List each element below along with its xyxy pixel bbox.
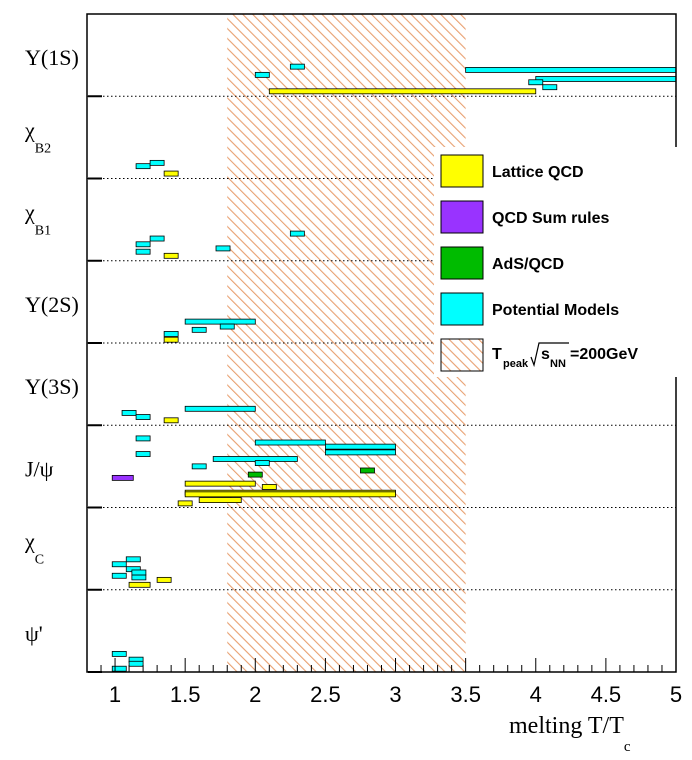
state-label-2: χB1 [24,200,51,239]
bar-potential-21 [121,410,137,416]
legend-swatch-lattice [440,154,484,188]
bar-lattice-9 [163,170,179,177]
bar-ads-35 [360,467,375,474]
bar-potential-3 [535,76,677,82]
bar-potential-5 [542,84,558,91]
bar-potential-13 [215,245,231,252]
x-tick-label: 4 [530,682,542,707]
bar-potential-25 [135,435,151,442]
bar-potential-46 [131,574,147,581]
state-label-main: J/ψ [25,456,54,481]
x-tick-label: 4.5 [591,682,622,707]
bar-potential-4 [528,79,544,86]
state-label-main: χ [24,200,35,225]
bar-lattice-40 [198,497,242,503]
x-tick-label: 3.5 [450,682,481,707]
bar-potential-10 [135,241,151,248]
legend-swatch-ads [440,246,484,280]
legend-label-potential: Potential Models [492,302,619,319]
band-label-tail: =200GeV [570,346,638,363]
state-label-main: Υ(3S) [25,374,79,399]
legend-label-ads: AdS/QCD [492,256,564,273]
legend-label-lattice: Lattice QCD [492,164,584,181]
legend-swatch-sumrules [440,200,484,234]
bar-potential-28 [325,443,396,450]
bar-lattice-41 [177,500,193,507]
bar-potential-27 [254,439,326,446]
legend-swatch-band [440,338,484,372]
state-label-sub: B2 [35,141,51,156]
x-axis-label-main: melting T/T [509,713,624,739]
bar-potential-19 [163,331,179,337]
bar-lattice-48 [156,576,172,583]
bar-sumrules-33 [111,474,134,481]
state-label-0: Υ(1S) [25,45,79,70]
state-label-7: ψ' [25,621,43,646]
bar-potential-7 [135,163,151,170]
bar-lattice-47 [128,581,151,588]
bar-potential-17 [191,326,207,333]
bar-lattice-20 [163,336,179,343]
bar-lattice-36 [184,480,256,487]
state-label-main: χ [24,529,35,554]
bar-potential-11 [149,235,165,242]
band-label-sub1: peak [503,358,529,370]
state-label-3: Υ(2S) [25,292,79,317]
bar-potential-31 [191,463,207,470]
x-tick-label: 1 [109,682,121,707]
bar-potential-52 [128,660,144,667]
x-tick-label: 5 [670,682,682,707]
state-label-main: χ [24,117,35,142]
x-tick-label: 3 [389,682,401,707]
band-label-sub2: NN [550,358,566,370]
bar-potential-29 [325,449,396,456]
bar-lattice-39 [184,491,396,498]
bar-potential-16 [184,318,256,325]
bar-potential-23 [184,405,256,412]
bar-potential-0 [254,71,270,78]
bar-potential-26 [135,451,151,457]
x-axis-label-sub: c [624,739,631,755]
bar-potential-32 [254,460,270,466]
bar-potential-53 [111,665,127,672]
bar-ads-34 [247,471,263,478]
x-tick-label: 2 [249,682,261,707]
bar-potential-45 [111,572,127,579]
bar-potential-22 [135,414,151,420]
bar-lattice-6 [268,88,537,95]
state-label-main: Υ(2S) [25,292,79,317]
state-label-6: χC [24,529,44,568]
bar-potential-14 [289,230,305,237]
shaded-band-region [227,14,466,672]
legend-swatch-potential [440,292,484,326]
x-tick-label: 1.5 [170,682,201,707]
x-axis-label: melting T/Tc [509,713,631,755]
bar-potential-43 [125,556,141,563]
state-label-main: ψ' [25,621,43,646]
bar-potential-18 [219,323,235,330]
band-label-T: T [492,346,502,363]
bar-lattice-24 [163,417,179,424]
state-label-1: χB2 [24,117,51,156]
bar-potential-12 [135,248,151,255]
bar-potential-50 [111,651,127,657]
bar-lattice-37 [261,484,277,490]
bar-potential-8 [149,159,165,166]
bar-potential-42 [111,561,127,568]
bar-potential-49 [131,569,147,576]
state-label-main: Υ(1S) [25,45,79,70]
state-label-sub: B1 [35,224,51,239]
bar-lattice-15 [163,252,179,259]
state-label-4: Υ(3S) [25,374,79,399]
sqrt-symbol [530,342,569,368]
band-label-s: s [541,346,550,363]
state-label-sub: C [35,553,44,568]
x-tick-label: 2.5 [310,682,341,707]
bar-potential-1 [289,63,305,70]
state-label-5: J/ψ [25,456,54,481]
legend-label-sumrules: QCD Sum rules [492,210,609,227]
bar-potential-2 [465,67,677,73]
